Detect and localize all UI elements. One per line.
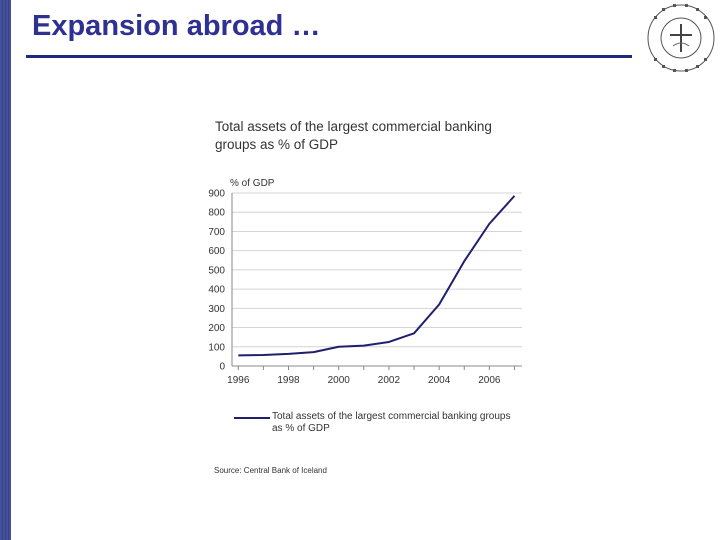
x-tick-label: 2004 [428,375,451,386]
y-tick-label: 200 [208,323,225,334]
legend-line-swatch [234,417,270,419]
title-underline [26,55,632,58]
y-tick-label: 300 [208,304,225,315]
chart-source: Source: Central Bank of Iceland [214,466,327,475]
series-line-0 [238,195,516,357]
legend-label: Total assets of the largest commercial b… [272,411,511,434]
chart-title: Total assets of the largest commercial b… [215,119,492,152]
x-tick-label: 1996 [227,375,250,386]
x-tick-label: 1998 [277,375,300,386]
y-tick-label: 800 [208,208,225,219]
y-tick-label: 500 [208,265,225,276]
y-tick-label: 100 [208,342,225,353]
x-tick-label: 2002 [378,375,401,386]
y-tick-label: 700 [208,227,225,238]
y-tick-label: 400 [208,285,225,296]
y-tick-label: 0 [219,362,225,373]
y-tick-label: 900 [208,189,225,200]
x-tick-label: 2006 [478,375,501,386]
university-seal-icon [647,4,715,72]
tick-labels: 0 100 200 300 400 500 600 700 800 900 1996 1998 2000… [208,189,501,387]
series-lines [238,195,516,357]
x-tick-label: 2000 [328,375,351,386]
y-tick-label: 600 [208,246,225,257]
y-axis-label: % of GDP [230,178,275,189]
slide-title: Expansion abroad … [32,10,321,42]
gridlines [232,192,522,348]
chart-legend: Total assets of the largest commercial b… [234,411,534,441]
left-decorative-bar [0,0,11,540]
axes [231,193,522,370]
